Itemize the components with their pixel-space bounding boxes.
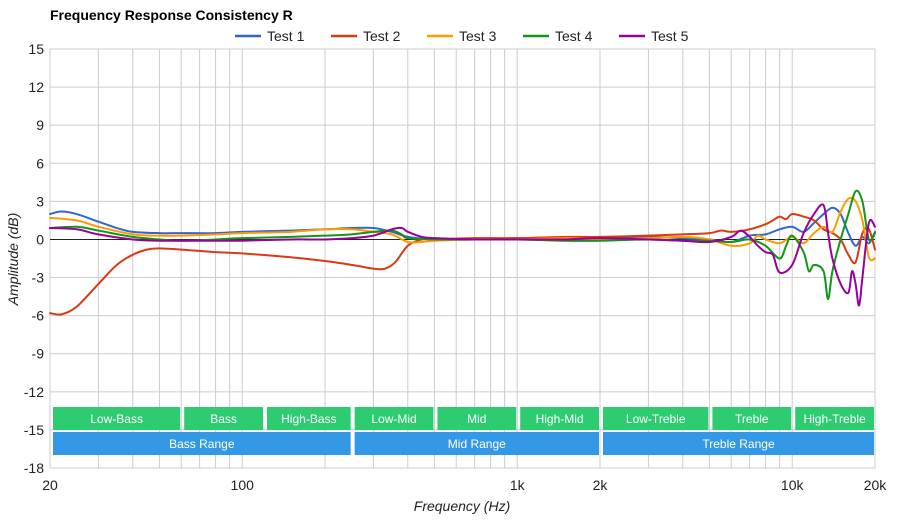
y-tick-label: -12	[24, 384, 44, 400]
x-axis-label: Frequency (Hz)	[414, 498, 510, 514]
band-label: Low-Treble	[626, 412, 686, 426]
x-tick-label: 100	[231, 477, 255, 493]
x-tick-label: 1k	[510, 477, 526, 493]
x-tick-label: 10k	[781, 477, 805, 493]
band-label: Mid Range	[448, 437, 506, 451]
series-line-test-2	[49, 213, 876, 316]
band-lower	[603, 432, 874, 455]
band-label: Treble	[735, 412, 769, 426]
band-upper	[354, 407, 434, 430]
band-upper	[53, 407, 181, 430]
band-upper	[266, 407, 351, 430]
x-axis-ticks: 20 100 1k 2k 10k 20k	[42, 477, 887, 493]
band-label: Low-Mid	[371, 412, 416, 426]
band-upper	[520, 407, 599, 430]
band-upper	[437, 407, 517, 430]
y-tick-label: 15	[28, 41, 44, 57]
legend-label-test-2: Test 2	[363, 28, 401, 44]
x-tick-label: 20	[42, 477, 58, 493]
band-label: Treble Range	[702, 437, 775, 451]
y-tick-label: 3	[36, 193, 44, 209]
y-tick-label: -15	[24, 422, 44, 438]
series-line-test-4	[49, 189, 876, 301]
band-label: Mid	[467, 412, 486, 426]
band-label: High-Treble	[803, 412, 866, 426]
series-line-test-3	[49, 196, 876, 262]
band-label: Bass Range	[169, 437, 235, 451]
y-tick-label: -9	[32, 346, 45, 362]
band-upper	[795, 407, 874, 430]
y-tick-label: -3	[32, 270, 45, 286]
band-upper	[184, 407, 263, 430]
legend-label-test-1: Test 1	[267, 28, 305, 44]
band-lower	[53, 432, 351, 455]
y-tick-label: -18	[24, 460, 44, 476]
chart-title: Frequency Response Consistency R	[50, 7, 293, 23]
band-lower	[354, 432, 599, 455]
y-tick-label: -6	[32, 308, 45, 324]
series-lines	[49, 189, 876, 316]
band-upper	[603, 407, 709, 430]
legend-label-test-4: Test 4	[555, 28, 593, 44]
frequency-bands: Low-Bass Bass High-Bass Low-Mid Mid High-Mid L…	[53, 407, 874, 455]
band-label: Bass	[210, 412, 237, 426]
x-tick-label: 2k	[593, 477, 609, 493]
band-label: High-Bass	[281, 412, 336, 426]
y-tick-label: 12	[28, 79, 44, 95]
legend-label-test-3: Test 3	[459, 28, 497, 44]
band-label: High-Mid	[536, 412, 584, 426]
y-axis-ticks: 15 12 9 6 3 0 -3 -6 -9 -12 -15 -18	[24, 41, 44, 476]
legend-label-test-5: Test 5	[651, 28, 689, 44]
y-tick-label: 6	[36, 155, 44, 171]
y-axis-label: Amplitude (dB)	[5, 213, 21, 307]
y-tick-label: 9	[36, 117, 44, 133]
band-label: Low-Bass	[90, 412, 143, 426]
series-line-test-5	[49, 203, 876, 307]
y-tick-label: 0	[36, 231, 44, 247]
legend: Test 1 Test 2 Test 3 Test 4 Test 5	[235, 28, 689, 44]
grid	[49, 48, 876, 469]
band-upper	[712, 407, 792, 430]
x-tick-label: 20k	[864, 477, 888, 493]
